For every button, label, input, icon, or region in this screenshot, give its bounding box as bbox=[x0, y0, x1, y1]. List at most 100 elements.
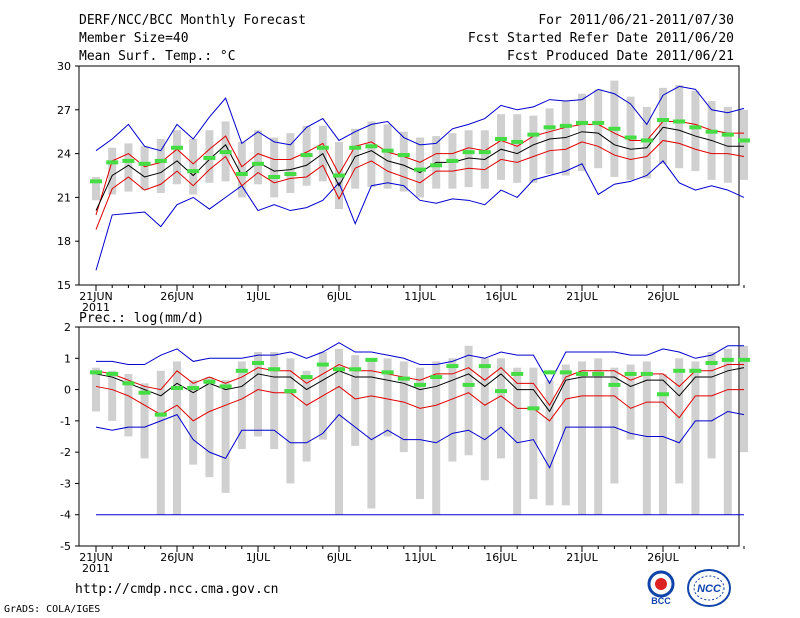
observed-mark bbox=[316, 145, 329, 150]
spread-box bbox=[610, 367, 619, 484]
ncc-logo-text: NCC bbox=[697, 583, 722, 595]
observed-mark bbox=[640, 371, 653, 376]
spread-box bbox=[286, 358, 295, 484]
y-tick-label: 27 bbox=[57, 104, 71, 117]
observed-mark bbox=[365, 357, 378, 362]
observed-mark bbox=[300, 153, 313, 158]
observed-mark bbox=[138, 390, 151, 395]
x-tick-label: 11JUL bbox=[404, 551, 436, 564]
spread-box bbox=[367, 121, 376, 188]
source-url[interactable]: http://cmdp.ncc.cma.gov.cn bbox=[75, 582, 279, 597]
spread-box bbox=[740, 109, 748, 180]
series-max bbox=[95, 160, 745, 271]
observed-mark bbox=[122, 158, 135, 163]
observed-mark bbox=[154, 158, 167, 163]
observed-mark bbox=[333, 367, 345, 372]
spread-box bbox=[108, 370, 117, 421]
y-tick-label: -3 bbox=[60, 477, 71, 490]
observed-mark bbox=[381, 370, 394, 375]
series-min bbox=[95, 410, 745, 469]
precipitation-chart: -5 -4 -3 -2 -1 0 1 2 21JUN 26JUN 1JUL 6JUL 11JUL 16JU… bbox=[60, 311, 750, 575]
series-upper bbox=[95, 363, 744, 407]
variable-label: Mean Surf. Temp.: °C bbox=[79, 49, 236, 64]
observed-mark bbox=[203, 379, 216, 384]
spread-box bbox=[351, 128, 360, 189]
y-tick-label: 0 bbox=[64, 384, 71, 397]
spread-box bbox=[545, 380, 554, 506]
y-tick-label: 15 bbox=[57, 279, 71, 292]
observed-mark bbox=[414, 167, 426, 172]
spread-box bbox=[140, 383, 149, 459]
observed-mark bbox=[527, 132, 540, 137]
observed-mark bbox=[154, 412, 167, 417]
forecast-start-date: Fcst Started Refer Date 2011/06/20 bbox=[467, 31, 734, 46]
member-size: Member Size=40 bbox=[79, 31, 189, 46]
observed-mark bbox=[187, 386, 200, 391]
x-tick-label: 1JUL bbox=[246, 551, 271, 564]
spread-box bbox=[578, 93, 586, 172]
spread-box bbox=[464, 345, 473, 456]
x-tick-label: 26JUL bbox=[647, 551, 679, 564]
spread-box bbox=[140, 146, 149, 191]
spread-box bbox=[642, 106, 651, 179]
x-tick-label: 16JUL bbox=[485, 551, 517, 564]
observed-mark bbox=[90, 370, 102, 375]
observed-mark bbox=[430, 163, 443, 168]
observed-mark bbox=[446, 364, 459, 369]
spread-box bbox=[286, 133, 295, 194]
observed-mark bbox=[349, 145, 362, 150]
spread-box bbox=[497, 114, 505, 180]
observed-mark bbox=[608, 382, 621, 387]
bcc-logo-text: BCC bbox=[651, 596, 671, 606]
observed-mark bbox=[106, 371, 119, 376]
spread-box bbox=[92, 176, 100, 201]
x-tick-label: 21JUN bbox=[79, 551, 113, 564]
observed-mark bbox=[284, 172, 297, 177]
spread-box bbox=[367, 361, 376, 509]
observed-mark bbox=[657, 118, 669, 123]
y-tick-label: -2 bbox=[60, 446, 71, 459]
temperature-chart: 15 18 21 24 27 30 21JUN 26JUN 1JUL 6JUL 11JUL 16JUL… bbox=[57, 60, 750, 314]
spread-box bbox=[513, 114, 522, 183]
spread-box bbox=[270, 352, 279, 450]
spread-box bbox=[675, 84, 684, 169]
series-max_top bbox=[95, 85, 745, 152]
spread-box bbox=[302, 370, 311, 462]
spread-box bbox=[189, 380, 198, 465]
spread-box bbox=[399, 131, 408, 192]
observed-mark bbox=[738, 357, 750, 362]
observed-mark bbox=[284, 389, 297, 394]
spread-box bbox=[335, 348, 343, 515]
spread-box bbox=[578, 361, 586, 515]
observed-mark bbox=[268, 174, 281, 179]
observed-mark bbox=[721, 357, 734, 362]
observed-mark bbox=[397, 376, 410, 381]
spread-box bbox=[173, 130, 181, 185]
observed-mark bbox=[559, 123, 572, 128]
observed-mark bbox=[138, 161, 151, 166]
x-tick-label: 16JUL bbox=[485, 290, 517, 303]
observed-mark bbox=[689, 368, 702, 373]
observed-mark bbox=[235, 172, 248, 177]
observed-mark bbox=[462, 150, 475, 155]
precipitation-frame bbox=[78, 326, 740, 547]
observed-mark bbox=[106, 160, 119, 165]
spread-box bbox=[448, 358, 457, 462]
observed-mark bbox=[576, 120, 588, 125]
observed-mark bbox=[543, 125, 556, 130]
series-mean bbox=[95, 367, 745, 413]
spread-box bbox=[237, 361, 246, 450]
observed-mark bbox=[511, 139, 524, 144]
y-tick-label: -4 bbox=[60, 509, 71, 522]
observed-mark bbox=[171, 386, 183, 391]
spread-box bbox=[659, 373, 667, 515]
spread-box bbox=[254, 130, 262, 185]
x-tick-label: 6JUL bbox=[327, 290, 352, 303]
spread-box bbox=[383, 358, 392, 437]
observed-mark bbox=[721, 132, 734, 137]
x-tick-label: 21JUL bbox=[566, 551, 598, 564]
grads-credit: GrADS: COLA/IGES bbox=[4, 604, 101, 615]
spread-box bbox=[173, 361, 181, 515]
